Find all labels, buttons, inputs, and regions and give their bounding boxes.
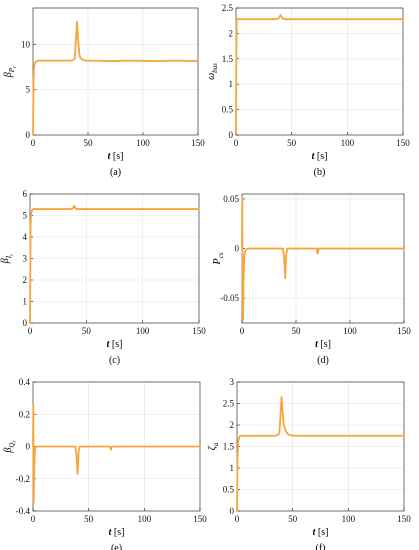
- x-axis-label: t [s]: [315, 339, 331, 350]
- y-tick-label: 3: [230, 377, 235, 387]
- x-tick-label: 100: [342, 514, 356, 524]
- y-tick-label: 0: [26, 130, 31, 140]
- x-tick-label: 0: [31, 138, 36, 148]
- y-axis-label: βIr: [0, 253, 15, 264]
- plot-area-frame: [235, 7, 404, 136]
- data-series-line: [241, 198, 405, 321]
- panel-caption: (a): [110, 167, 121, 178]
- y-tick-label: 1: [229, 79, 234, 89]
- y-tick-label: 0.4: [19, 377, 31, 387]
- x-tick-label: 0: [234, 138, 239, 148]
- x-tick-label: 50: [287, 138, 297, 148]
- panel-caption: (d): [317, 355, 329, 366]
- y-tick-label: 0: [230, 506, 235, 516]
- x-axis-label: t [s]: [313, 527, 329, 538]
- x-tick-label: 0: [31, 514, 36, 524]
- x-tick-label: 50: [292, 326, 302, 336]
- y-tick-label: -0.2: [16, 474, 30, 484]
- y-tick-label: 0: [23, 318, 28, 328]
- x-tick-label: 150: [397, 514, 411, 524]
- x-tick-label: 50: [288, 514, 298, 524]
- panel-caption: (e): [111, 543, 122, 550]
- x-tick-label: 100: [138, 514, 152, 524]
- y-tick-label: 2.5: [222, 3, 234, 13]
- x-tick-label: 50: [84, 514, 94, 524]
- x-tick-label: 50: [82, 326, 92, 336]
- x-tick-label: 100: [136, 138, 150, 148]
- x-tick-label: 0: [240, 326, 245, 336]
- y-tick-label: 10: [21, 39, 31, 49]
- x-tick-label: 100: [341, 138, 355, 148]
- panel-caption: (b): [314, 167, 326, 178]
- x-tick-label: 150: [192, 326, 206, 336]
- chart-panel-c: 0 50 100 150 0 1 2 3 4 5 6 t [s] βIr (c): [0, 189, 206, 366]
- y-tick-label: 4: [23, 232, 28, 242]
- data-series-line: [32, 403, 201, 504]
- y-tick-label: 0: [229, 130, 234, 140]
- y-tick-label: 5: [26, 85, 31, 95]
- y-tick-label: 3: [23, 254, 28, 264]
- x-tick-label: 100: [136, 326, 150, 336]
- y-tick-label: 1: [23, 297, 28, 307]
- data-series-line: [32, 20, 199, 136]
- x-tick-label: 0: [28, 326, 33, 336]
- y-tick-label: 2: [229, 28, 234, 38]
- data-series-line: [236, 396, 405, 512]
- x-tick-label: 150: [396, 138, 410, 148]
- x-tick-label: 50: [84, 138, 94, 148]
- chart-panel-a: 0 50 100 150 0 5 10 t [s] βPr (a): [3, 7, 205, 178]
- y-tick-label: 6: [23, 189, 28, 199]
- x-axis-label: t [s]: [312, 151, 328, 162]
- y-axis-label: βQr: [3, 440, 18, 454]
- y-tick-label: 0.5: [223, 485, 235, 495]
- chart-panel-f: 0 50 100 150 0 0.5 1 1.5 2 2.5 3 t [s] ζa (f): [207, 377, 411, 550]
- x-axis-label: t [s]: [107, 339, 123, 350]
- y-tick-label: 2.5: [223, 399, 235, 409]
- panel-caption: (c): [109, 355, 120, 366]
- x-tick-label: 150: [191, 138, 205, 148]
- data-series-line: [235, 14, 404, 134]
- y-axis-label: ζa: [207, 442, 220, 450]
- y-tick-label: 0.05: [223, 194, 239, 204]
- y-tick-label: 1: [230, 463, 235, 473]
- y-tick-label: -0.05: [220, 293, 239, 303]
- y-tick-label: 0: [235, 244, 240, 254]
- chart-panel-b: 0 50 100 150 0 0.5 1 1.5 2 2.5 t [s] ωbus (b): [206, 3, 410, 178]
- plot-area-frame: [32, 7, 199, 136]
- y-tick-label: 5: [23, 211, 28, 221]
- y-tick-label: 1.5: [222, 54, 234, 64]
- x-tick-label: 100: [343, 326, 357, 336]
- x-axis-label: t [s]: [109, 527, 125, 538]
- plot-area-frame: [241, 193, 405, 324]
- data-series-line: [29, 204, 200, 324]
- x-axis-label: t [s]: [108, 151, 124, 162]
- y-tick-label: -0.4: [16, 506, 31, 516]
- panel-caption: (f): [316, 543, 326, 550]
- y-tick-label: 1.5: [223, 442, 235, 452]
- chart-panel-e: 0 50 100 150 -0.4 -0.2 0 0.2 0.4 t [s] βQr (e): [3, 377, 207, 550]
- x-tick-label: 0: [235, 514, 240, 524]
- x-tick-label: 150: [397, 326, 411, 336]
- y-axis-label: ωbus: [206, 63, 219, 80]
- y-tick-label: 0.5: [222, 105, 234, 115]
- y-axis-label: Pcs: [212, 252, 225, 265]
- y-tick-label: 2: [230, 420, 235, 430]
- y-tick-label: 2: [23, 275, 28, 285]
- chart-panel-d: 0 50 100 150 -0.05 0 0.05 t [s] Pcs (d): [212, 193, 411, 366]
- y-tick-label: 0: [26, 442, 31, 452]
- x-tick-label: 150: [193, 514, 207, 524]
- y-axis-label: βPr: [3, 65, 18, 78]
- y-tick-label: 0.2: [19, 409, 30, 419]
